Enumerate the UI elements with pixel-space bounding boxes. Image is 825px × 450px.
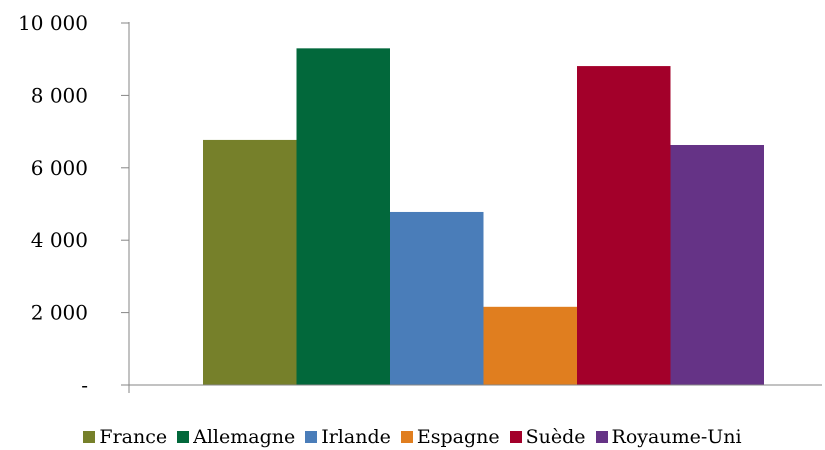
legend-item: Royaume-Uni	[595, 426, 742, 448]
y-tick-label: 8 000	[31, 83, 88, 107]
legend-swatch	[177, 431, 190, 443]
bar-su-de	[577, 66, 671, 385]
legend-swatch	[400, 431, 413, 443]
y-tick-label: 10 000	[18, 11, 88, 35]
y-tick-label: -	[81, 373, 88, 397]
legend: France Allemagne Irlande Espagne Suède Royaum…	[0, 424, 825, 450]
bars-group	[203, 48, 764, 386]
legend-swatch	[305, 431, 318, 443]
bar-espagne	[483, 306, 577, 385]
bar-irlande	[390, 211, 484, 385]
bar-chart: - 2 000 4 000 6 000 8 000 10 000	[18, 11, 822, 397]
legend-swatch	[83, 431, 96, 443]
bar-royaume-uni	[670, 144, 764, 385]
bar-france	[203, 139, 297, 385]
legend-swatch	[509, 431, 522, 443]
legend-label: Royaume-Uni	[611, 426, 742, 448]
legend-label: Espagne	[416, 426, 500, 448]
legend-item: Allemagne	[177, 426, 295, 448]
legend-item: Suède	[509, 426, 586, 448]
legend-label: Irlande	[321, 426, 391, 448]
y-tick-label: 2 000	[31, 301, 88, 325]
y-tick-label: 6 000	[31, 156, 88, 180]
legend-item: Irlande	[305, 426, 391, 448]
legend-item: Espagne	[400, 426, 500, 448]
legend-label: Allemagne	[193, 426, 296, 448]
legend-item: France	[83, 426, 167, 448]
legend-label: Suède	[525, 426, 586, 448]
legend-swatch	[595, 431, 608, 443]
y-axis-ticks: - 2 000 4 000 6 000 8 000 10 000	[18, 11, 129, 397]
legend-label: France	[99, 426, 168, 448]
y-tick-label: 4 000	[31, 228, 88, 252]
bar-allemagne	[296, 48, 390, 386]
